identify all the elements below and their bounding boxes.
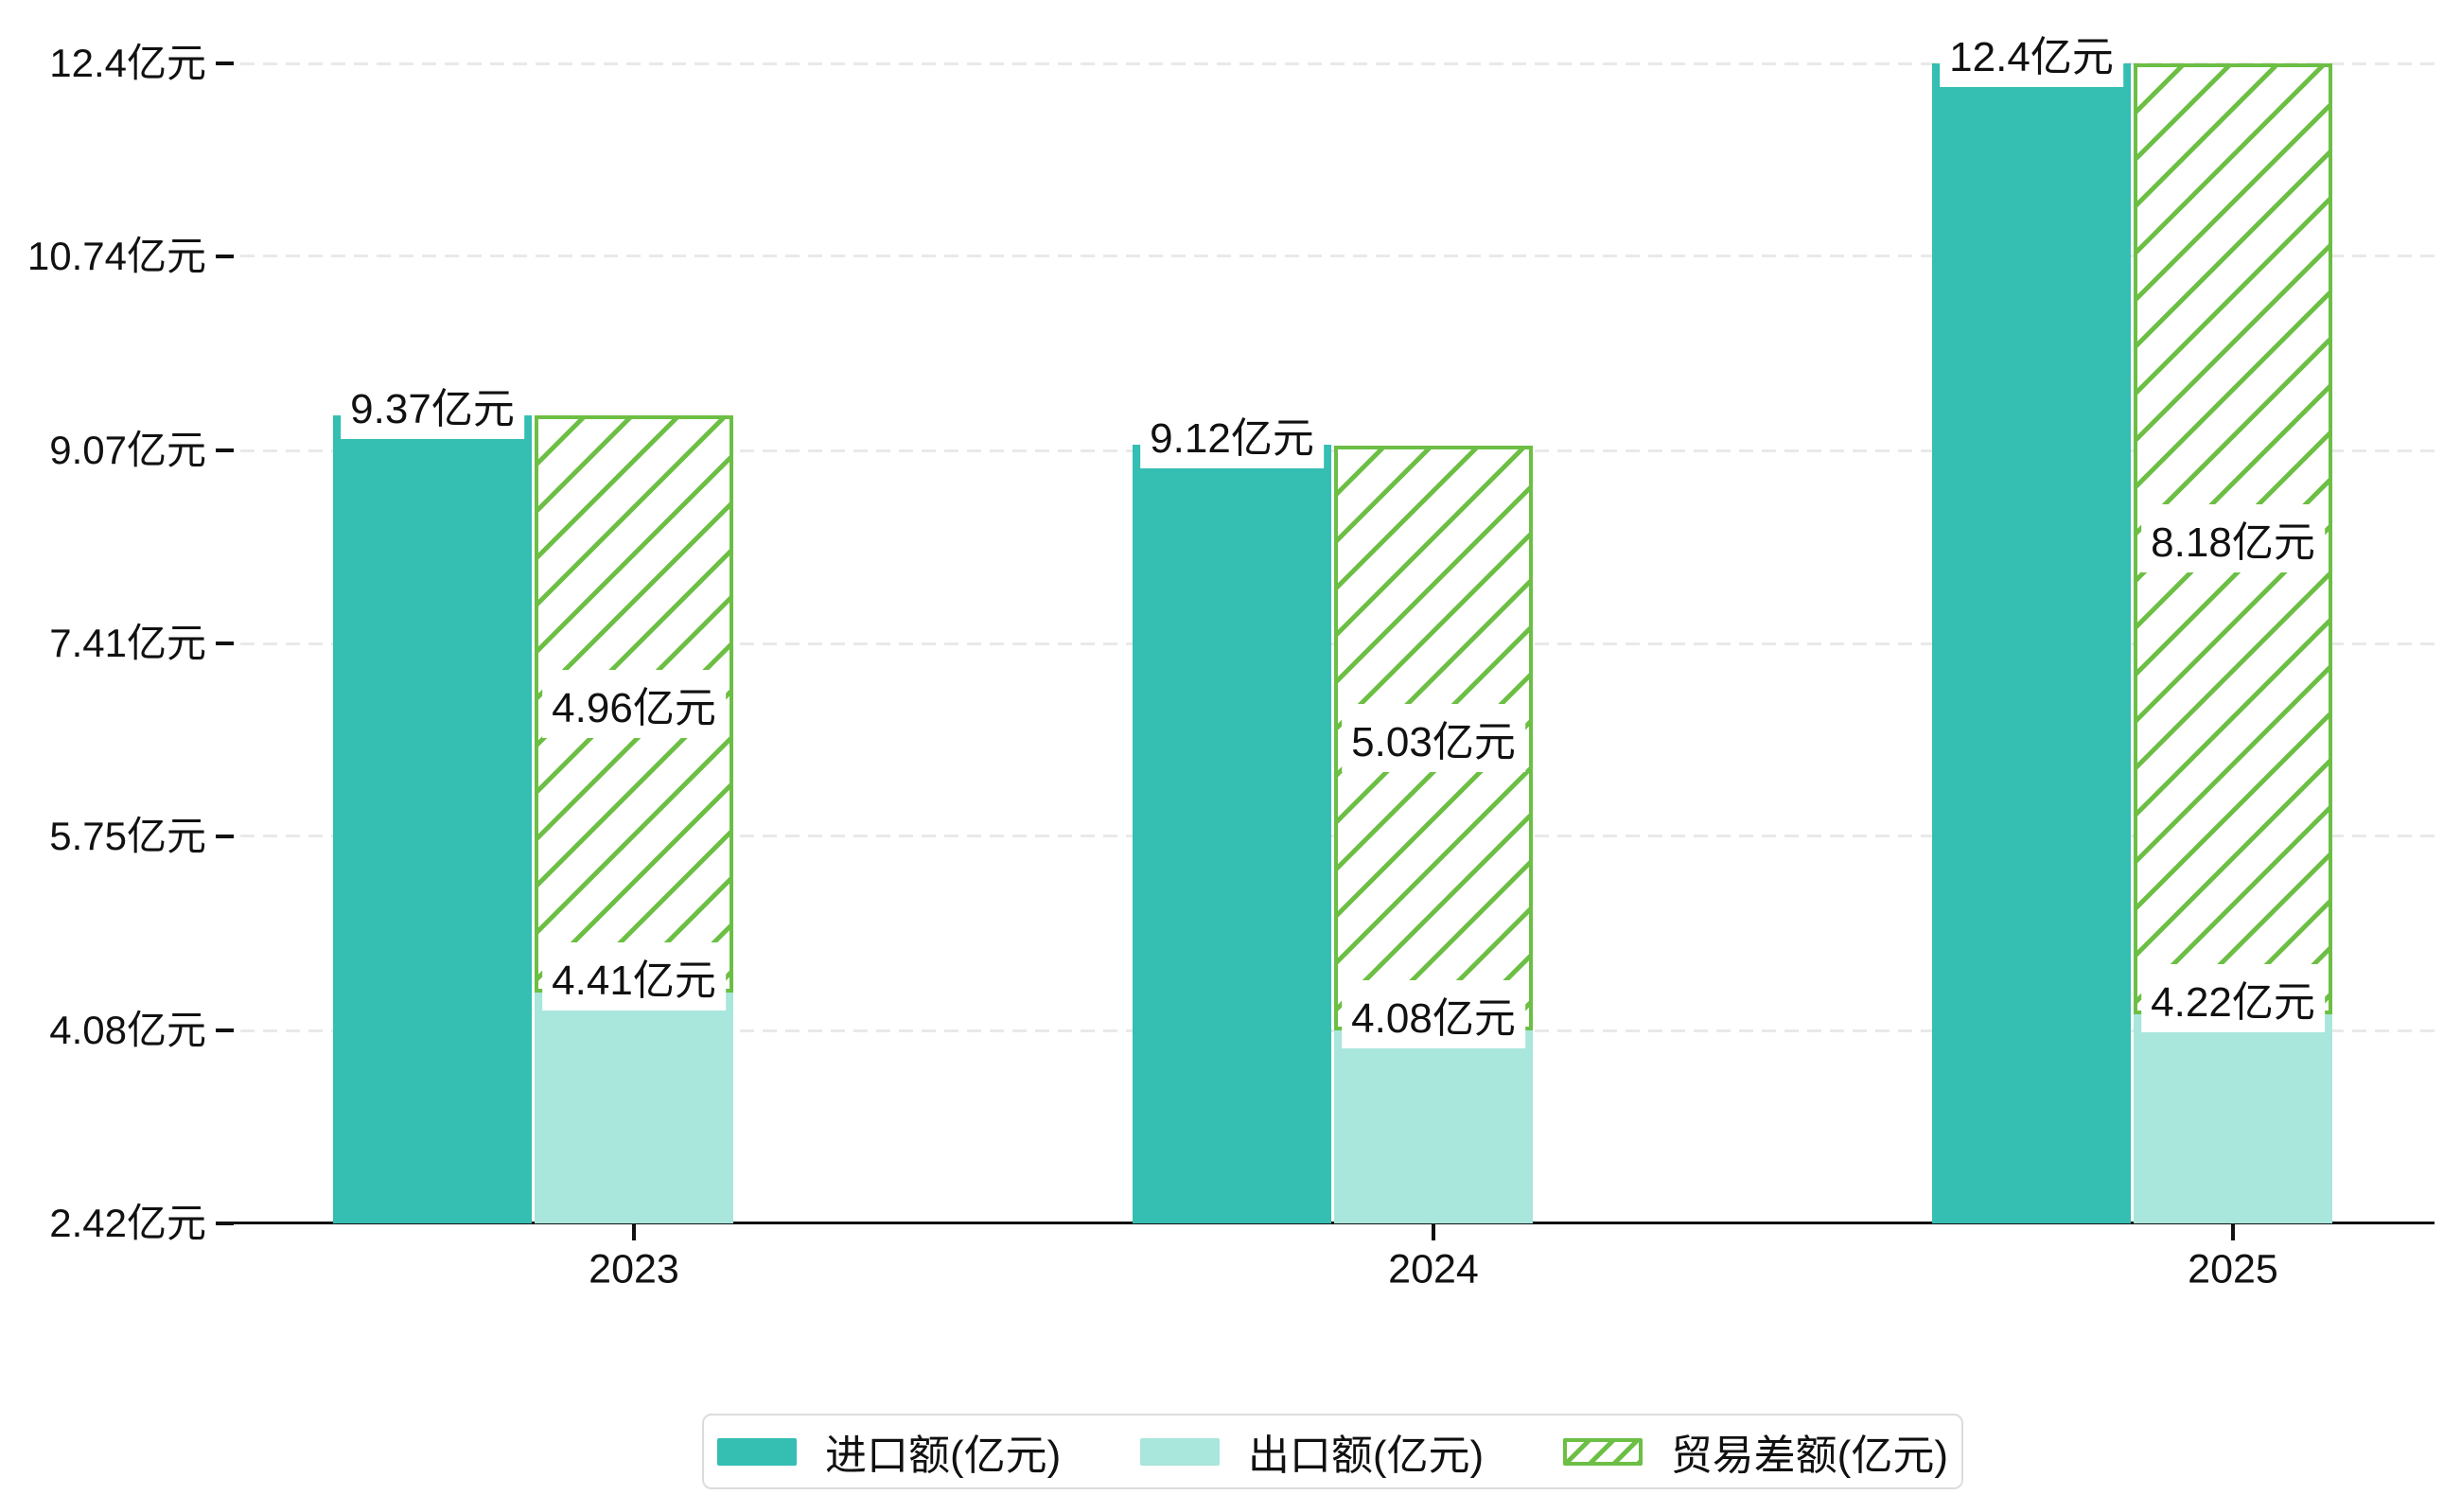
y-tick-label: 7.41亿元 — [49, 621, 206, 665]
legend-item-export: 出口额(亿元) — [1139, 1421, 1485, 1482]
import-value-label: 9.12亿元 — [1140, 399, 1324, 468]
x-tick-label: 2023 — [589, 1246, 679, 1292]
import-bar — [1133, 444, 1331, 1223]
x-tick — [1432, 1224, 1435, 1240]
y-tick — [216, 254, 234, 258]
import-bar — [1932, 63, 2131, 1223]
export-bar — [1334, 1030, 1533, 1223]
import-value-label: 12.4亿元 — [1940, 19, 2123, 87]
export-bar — [535, 992, 733, 1223]
y-tick-label: 4.08亿元 — [49, 1008, 206, 1053]
legend-swatch-export — [1139, 1437, 1220, 1466]
y-tick-label: 10.74亿元 — [26, 233, 206, 278]
y-grid-line — [218, 255, 2435, 258]
legend-label-trade-diff: 贸易差额(亿元) — [1670, 1433, 1948, 1479]
x-tick — [632, 1224, 636, 1240]
legend: 进口额(亿元) 出口额(亿元) 贸易差额(亿元) — [702, 1414, 1963, 1489]
x-tick-label: 2025 — [2188, 1246, 2278, 1292]
legend-swatch-import — [717, 1437, 797, 1466]
y-tick — [216, 1029, 234, 1033]
legend-label-import: 进口额(亿元) — [825, 1433, 1062, 1479]
y-tick — [216, 62, 234, 65]
x-tick-label: 2024 — [1388, 1246, 1479, 1292]
y-tick — [216, 448, 234, 453]
export-value-label: 4.22亿元 — [2141, 963, 2325, 1032]
y-tick-label: 12.4亿元 — [49, 41, 206, 85]
x-tick — [2231, 1224, 2235, 1240]
export-bar — [2134, 1013, 2332, 1223]
y-tick — [216, 834, 234, 838]
import-value-label: 9.37亿元 — [341, 371, 524, 440]
y-tick — [216, 642, 234, 645]
export-value-label: 4.41亿元 — [542, 941, 726, 1011]
trade-diff-value-label: 4.96亿元 — [542, 669, 726, 738]
legend-swatch-trade-diff-hatched-icon — [1562, 1437, 1643, 1466]
legend-item-trade-diff: 贸易差额(亿元) — [1562, 1421, 1948, 1482]
trade-diff-value-label: 8.18亿元 — [2141, 504, 2325, 573]
y-tick-label: 5.75亿元 — [49, 813, 206, 858]
y-grid-line — [218, 62, 2435, 65]
trade-diff-value-label: 5.03亿元 — [1342, 704, 1525, 773]
y-tick-label: 9.07亿元 — [49, 428, 206, 473]
legend-label-export: 出口额(亿元) — [1247, 1433, 1485, 1479]
legend-item-import: 进口额(亿元) — [717, 1421, 1061, 1482]
export-value-label: 4.08亿元 — [1342, 980, 1525, 1049]
y-tick-label: 2.42亿元 — [49, 1201, 206, 1245]
import-bar — [333, 415, 532, 1223]
